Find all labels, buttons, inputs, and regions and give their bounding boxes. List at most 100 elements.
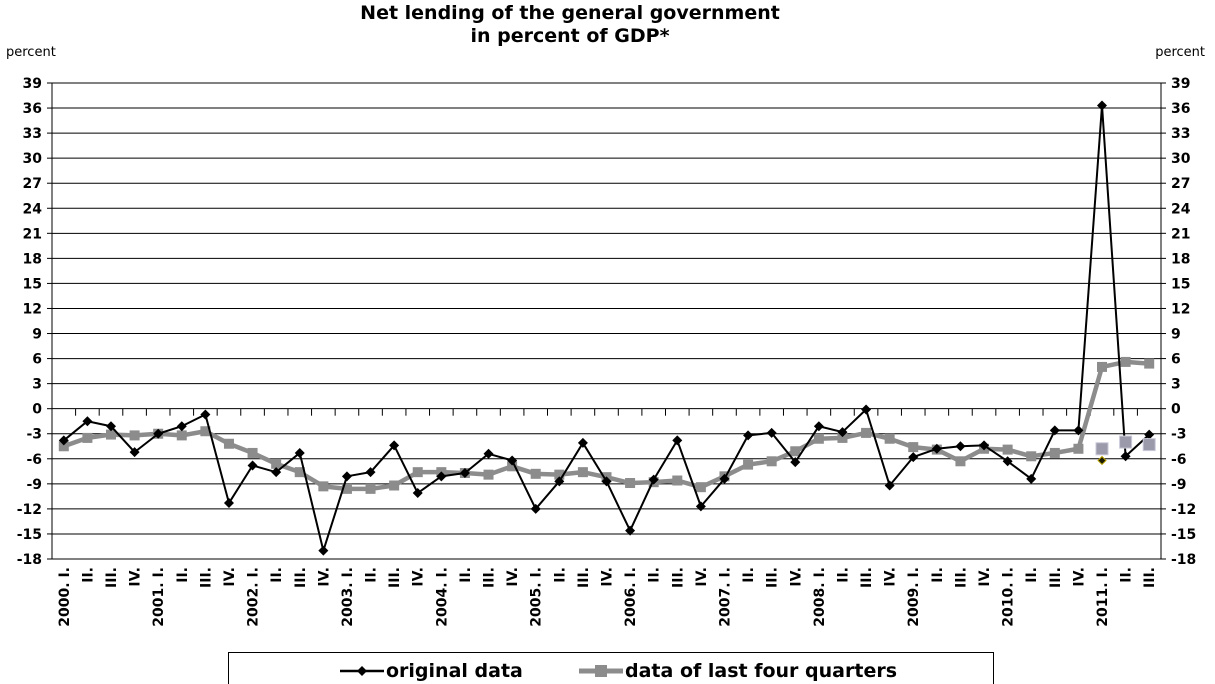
series-point-original — [672, 435, 683, 446]
series-point-original — [1073, 425, 1084, 436]
series-point-original — [507, 455, 518, 466]
series-point-original — [459, 467, 470, 478]
y-tick-label-left: 3 — [32, 377, 42, 393]
x-tick-label: IV. — [222, 567, 238, 587]
y-tick-label-left: -15 — [17, 527, 42, 543]
series-point-original — [884, 480, 895, 491]
y-tick-label-left: 33 — [23, 126, 42, 142]
extra-point-last-four-quarters — [1095, 442, 1109, 456]
series-point-original — [601, 476, 612, 487]
series-point-original — [483, 448, 494, 459]
series-point-original — [200, 409, 211, 420]
series-point-last-four-quarters — [530, 468, 541, 479]
x-tick-label: 2005. I. — [529, 567, 545, 627]
x-tick-label: IV. — [411, 567, 427, 587]
x-tick-label: II. — [552, 567, 568, 583]
x-tick-label: 2009. I. — [906, 567, 922, 627]
y-tick-label-right: 0 — [1171, 402, 1181, 418]
y-tick-label-right: -6 — [1171, 452, 1187, 468]
series-point-original — [247, 460, 258, 471]
y-tick-label-right: 24 — [1171, 201, 1191, 217]
y-tick-label-right: 21 — [1171, 226, 1190, 242]
chart-title: Net lending of the general government in… — [250, 2, 890, 48]
series-point-original — [223, 498, 234, 509]
x-tick-label: 2001. I. — [151, 567, 167, 627]
series-point-last-four-quarters — [554, 469, 565, 480]
y-tick-label-left: 15 — [23, 276, 42, 292]
series-point-original — [318, 545, 329, 556]
series-point-original — [58, 435, 69, 446]
series-point-last-four-quarters — [837, 432, 848, 443]
series-point-last-four-quarters — [1144, 358, 1155, 369]
series-point-last-four-quarters — [1002, 444, 1013, 455]
x-tick-label: III. — [482, 567, 498, 588]
series-point-last-four-quarters — [1097, 361, 1108, 372]
series-point-original — [1144, 429, 1155, 440]
x-tick-label: IV. — [694, 567, 710, 587]
y-tick-label-left: -3 — [26, 427, 42, 443]
y-tick-label-right: 30 — [1171, 151, 1191, 167]
y-tick-label-right: 36 — [1171, 101, 1190, 117]
legend-line-marker-four-quarters — [579, 665, 623, 677]
chart-title-line1: Net lending of the general government — [360, 2, 780, 24]
series-point-last-four-quarters — [1049, 447, 1060, 458]
series-point-original — [955, 441, 966, 452]
y-tick-label-left: 24 — [23, 201, 43, 217]
x-tick-label: 2002. I. — [246, 567, 262, 627]
x-tick-label: 2003. I. — [340, 567, 356, 627]
x-tick-label: IV. — [788, 567, 804, 587]
series-point-original — [648, 474, 659, 485]
series-point-original — [837, 427, 848, 438]
y-tick-label-left: -9 — [26, 477, 42, 493]
series-point-original — [743, 430, 754, 441]
x-tick-label: 2007. I. — [717, 567, 733, 627]
series-point-last-four-quarters — [58, 441, 69, 452]
series-point-last-four-quarters — [1120, 356, 1131, 367]
x-tick-label: IV. — [128, 567, 144, 587]
y-tick-label-right: -9 — [1171, 477, 1187, 493]
x-tick-label: III. — [293, 567, 309, 588]
x-tick-label: III. — [1142, 567, 1158, 588]
legend-item-original: original data — [340, 661, 523, 681]
series-point-original — [176, 421, 187, 432]
series-point-last-four-quarters — [790, 446, 801, 457]
series-point-original — [389, 440, 400, 451]
series-point-last-four-quarters — [176, 430, 187, 441]
x-tick-label: III. — [859, 567, 875, 588]
y-tick-label-left: -6 — [26, 452, 42, 468]
series-point-last-four-quarters — [271, 458, 282, 469]
x-tick-label: 2010. I. — [1001, 567, 1017, 627]
series-point-original — [1049, 425, 1060, 436]
series-point-original — [294, 447, 305, 458]
series-point-original — [436, 471, 447, 482]
x-tick-label: 2000. I. — [57, 567, 73, 627]
series-point-last-four-quarters — [743, 459, 754, 470]
y-tick-label-right: 27 — [1171, 176, 1190, 192]
y-tick-label-right: -18 — [1171, 552, 1196, 568]
series-point-last-four-quarters — [884, 433, 895, 444]
y-tick-label-right: -12 — [1171, 502, 1196, 518]
y-tick-label-right: 12 — [1171, 301, 1190, 317]
x-tick-label: IV. — [316, 567, 332, 587]
series-point-original — [908, 452, 919, 463]
y-tick-label-right: -15 — [1171, 527, 1196, 543]
series-point-original — [625, 525, 636, 536]
series-point-last-four-quarters — [200, 426, 211, 437]
series-point-original — [82, 416, 93, 427]
x-tick-label: III. — [953, 567, 969, 588]
x-tick-label: IV. — [977, 567, 993, 587]
y-tick-label-left: 36 — [23, 101, 42, 117]
series-point-original — [530, 503, 541, 514]
y-tick-label-right: 6 — [1171, 352, 1181, 368]
x-tick-label: III. — [104, 567, 120, 588]
series-point-original — [129, 447, 140, 458]
series-point-original — [341, 471, 352, 482]
series-point-last-four-quarters — [507, 461, 518, 472]
x-tick-label: II. — [1024, 567, 1040, 583]
series-point-original — [931, 443, 942, 454]
x-tick-label: IV. — [1071, 567, 1087, 587]
y-tick-label-left: 12 — [23, 301, 42, 317]
x-tick-label: II. — [80, 567, 96, 583]
legend-label-original: original data — [386, 660, 523, 682]
x-tick-label: 2004. I. — [434, 567, 450, 627]
